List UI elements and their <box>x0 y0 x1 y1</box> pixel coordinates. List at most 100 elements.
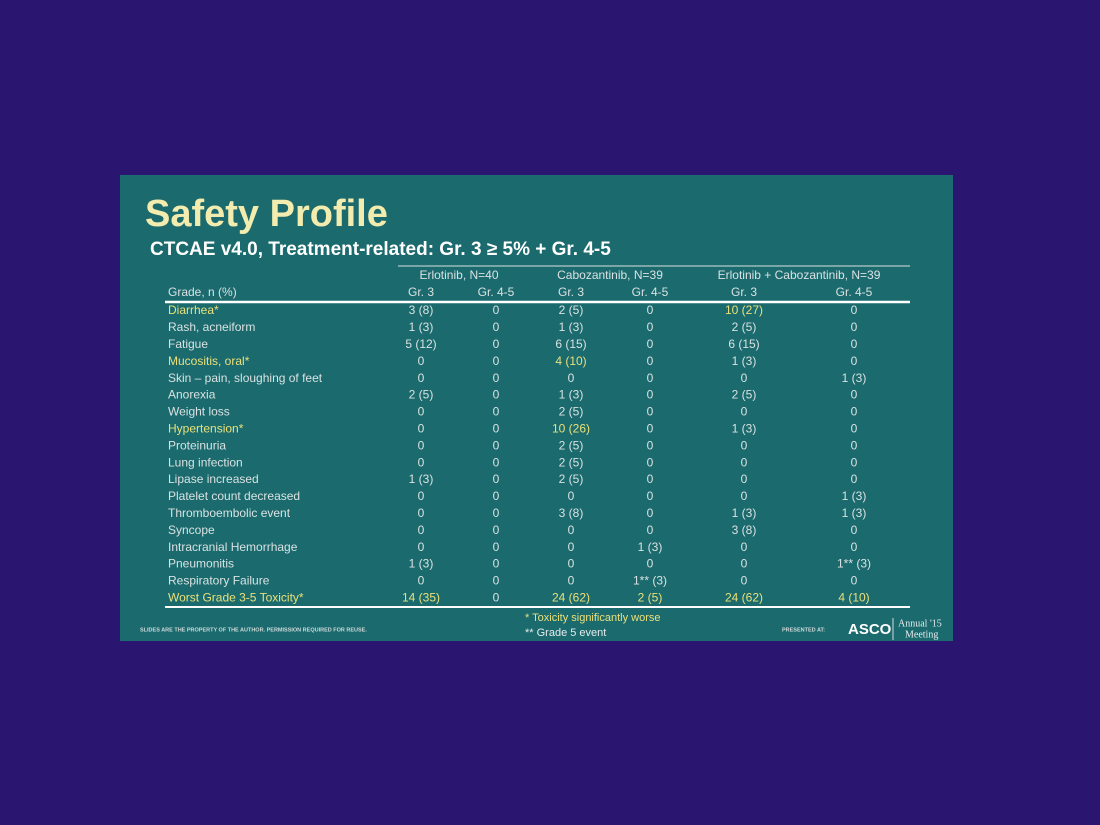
row-label: Syncope <box>168 523 215 537</box>
table-cell: 2 (5) <box>732 320 757 334</box>
table-cell: 10 (27) <box>725 303 763 317</box>
table-cell: 0 <box>647 557 654 571</box>
table-cell: 0 <box>851 574 858 588</box>
table-cell: 0 <box>493 337 500 351</box>
table-cell: 1 (3) <box>559 388 584 402</box>
table-cell: 0 <box>493 320 500 334</box>
table-cell: 0 <box>851 523 858 537</box>
table-cell: 24 (62) <box>552 590 590 604</box>
table-cell: 1 (3) <box>409 472 434 486</box>
table-cell: 2 (5) <box>559 472 584 486</box>
column-header: Grade, n (%) <box>168 285 237 299</box>
table-cell: 0 <box>647 506 654 520</box>
table-cell: 0 <box>493 438 500 452</box>
table-cell: 2 (5) <box>732 388 757 402</box>
table-cell: 0 <box>741 371 748 385</box>
table-cell: 5 (12) <box>405 337 436 351</box>
table-cell: 0 <box>851 405 858 419</box>
table-cell: 0 <box>647 337 654 351</box>
table-cell: 3 (8) <box>559 506 584 520</box>
table-cell: 1 (3) <box>638 540 663 554</box>
table-cell: 0 <box>418 438 425 452</box>
table-cell: 0 <box>741 438 748 452</box>
table-cell: 0 <box>568 489 575 503</box>
table-cell: 1 (3) <box>732 506 757 520</box>
row-label: Rash, acneiform <box>168 320 255 334</box>
table-cell: 0 <box>493 540 500 554</box>
table-cell: 0 <box>493 523 500 537</box>
row-label: Weight loss <box>168 405 230 419</box>
table-cell: 0 <box>851 421 858 435</box>
table-cell: 1 (3) <box>409 557 434 571</box>
table-cell: 0 <box>851 354 858 368</box>
row-label: Worst Grade 3-5 Toxicity* <box>168 590 304 604</box>
row-label: Thromboembolic event <box>168 506 291 520</box>
table-cell: 0 <box>647 523 654 537</box>
table-cell: 2 (5) <box>638 590 663 604</box>
table-cell: 0 <box>741 489 748 503</box>
group-header: Erlotinib + Cabozantinib, N=39 <box>718 268 881 282</box>
table-cell: 4 (10) <box>555 354 586 368</box>
table-cell: 0 <box>418 489 425 503</box>
table-cell: 4 (10) <box>838 590 869 604</box>
row-label: Anorexia <box>168 388 216 402</box>
table-cell: 6 (15) <box>555 337 586 351</box>
table-cell: 0 <box>493 506 500 520</box>
table-cell: 0 <box>851 337 858 351</box>
table-cell: 0 <box>647 371 654 385</box>
table-cell: 0 <box>851 388 858 402</box>
table-cell: 0 <box>418 506 425 520</box>
table-cell: 0 <box>741 405 748 419</box>
table-cell: 0 <box>851 438 858 452</box>
row-label: Lung infection <box>168 455 243 469</box>
table-cell: 0 <box>493 557 500 571</box>
group-header: Erlotinib, N=40 <box>419 268 498 282</box>
table-cell: 0 <box>418 574 425 588</box>
table-cell: 0 <box>493 303 500 317</box>
table-cell: 0 <box>568 574 575 588</box>
disclaimer: SLIDES ARE THE PROPERTY OF THE AUTHOR. P… <box>140 627 367 633</box>
table-cell: 1 (3) <box>732 421 757 435</box>
table-cell: 0 <box>568 523 575 537</box>
table-cell: 2 (5) <box>559 405 584 419</box>
table-cell: 1 (3) <box>842 506 867 520</box>
table-cell: 0 <box>493 354 500 368</box>
slide-title: Safety Profile <box>145 193 388 235</box>
table-cell: 0 <box>851 455 858 469</box>
group-header: Cabozantinib, N=39 <box>557 268 663 282</box>
table-cell: 0 <box>493 590 500 604</box>
table-cell: 1 (3) <box>409 320 434 334</box>
table-cell: 0 <box>418 405 425 419</box>
table-cell: 0 <box>851 320 858 334</box>
table-cell: 1 (3) <box>842 489 867 503</box>
table-cell: 0 <box>493 405 500 419</box>
table-cell: 2 (5) <box>409 388 434 402</box>
table-cell: 0 <box>741 472 748 486</box>
table-cell: 2 (5) <box>559 438 584 452</box>
column-header: Gr. 4-5 <box>836 285 873 299</box>
column-header: Gr. 4-5 <box>632 285 669 299</box>
table-cell: 1 (3) <box>559 320 584 334</box>
meeting: Meeting <box>905 629 938 640</box>
row-label: Hypertension* <box>168 421 244 435</box>
table-cell: 0 <box>741 557 748 571</box>
table-cell: 0 <box>741 540 748 554</box>
table-cell: 0 <box>647 438 654 452</box>
table-cell: 0 <box>741 574 748 588</box>
table-cell: 0 <box>493 574 500 588</box>
table-cell: 0 <box>647 320 654 334</box>
logo: ASCO <box>848 621 892 638</box>
table-cell: 0 <box>851 303 858 317</box>
row-label: Proteinuria <box>168 438 226 452</box>
table-cell: 0 <box>647 472 654 486</box>
table-cell: 0 <box>418 421 425 435</box>
table-cell: 14 (35) <box>402 590 440 604</box>
column-header: Gr. 3 <box>408 285 434 299</box>
slide-subtitle: CTCAE v4.0, Treatment-related: Gr. 3 ≥ 5… <box>150 239 611 260</box>
table-cell: 0 <box>568 540 575 554</box>
table-cell: 0 <box>418 371 425 385</box>
table-cell: 24 (62) <box>725 590 763 604</box>
table: Erlotinib, N=40 Cabozantinib, N=39 Erlotin… <box>168 268 881 604</box>
table-cell: 3 (8) <box>409 303 434 317</box>
